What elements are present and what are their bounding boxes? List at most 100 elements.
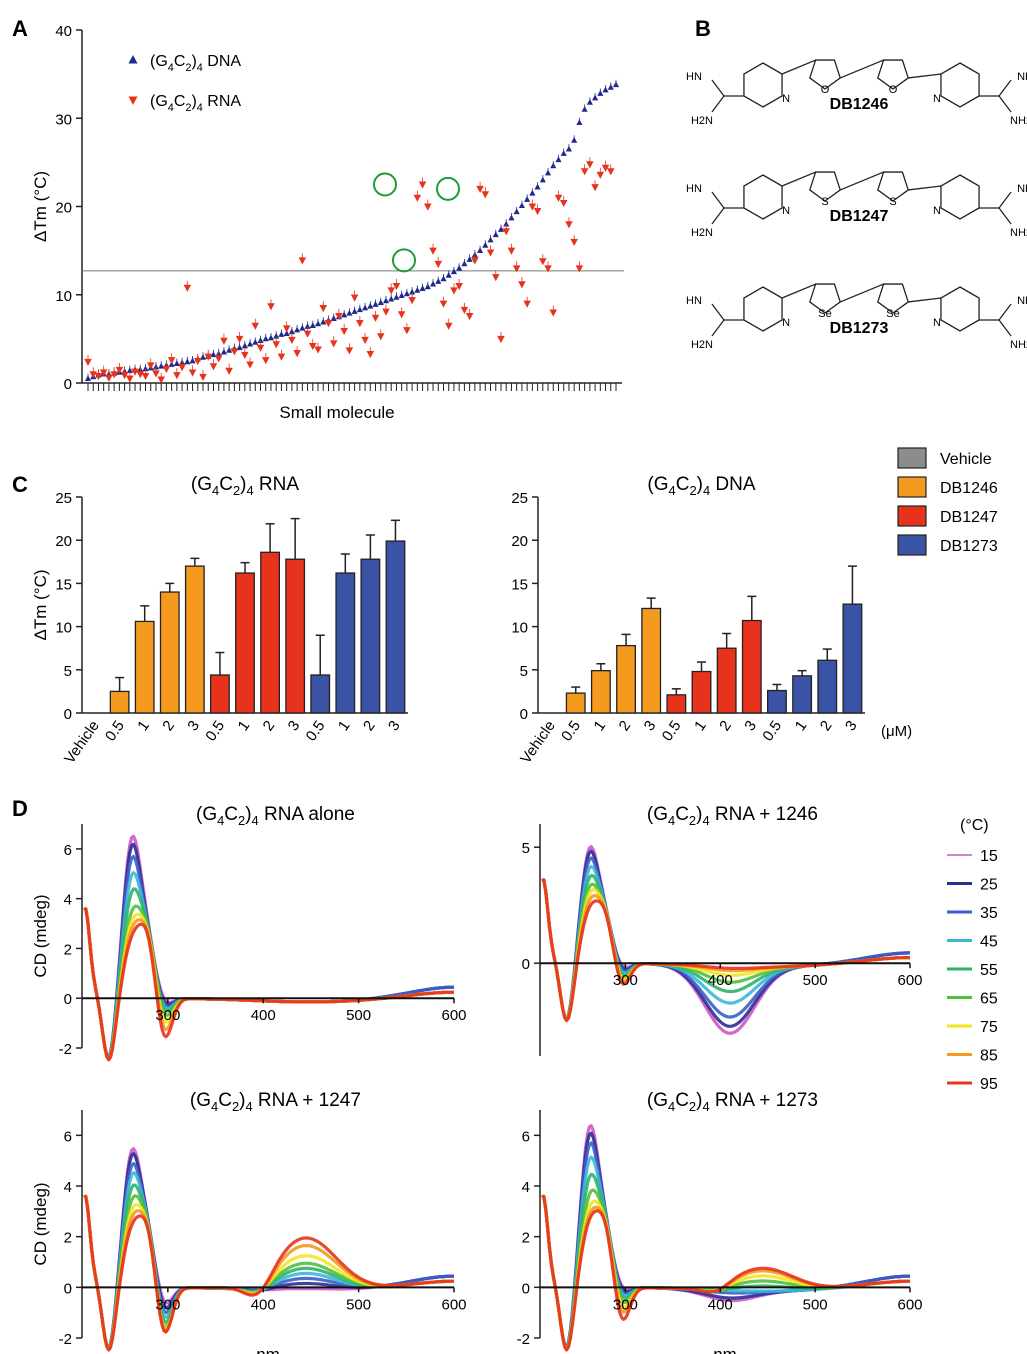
a-rna-point: [105, 374, 113, 382]
a-rna-point: [544, 265, 552, 273]
c-legend-swatch: [897, 505, 927, 527]
d-spectrum-85C: [541, 1194, 910, 1352]
a-rna-point: [84, 358, 92, 367]
c-ytick-label: 0: [64, 706, 72, 723]
a-dna-point: [267, 334, 275, 341]
c-bar: [741, 619, 762, 714]
d-legend-label: 65: [980, 991, 998, 1008]
c-xtick-label: 3: [285, 718, 304, 735]
d-legend-label: 15: [980, 848, 998, 865]
d-ytick-label: 2: [64, 1230, 72, 1247]
a-rna-point: [376, 333, 385, 341]
d-xtick-label: 500: [803, 972, 828, 989]
d-xtick-label: 500: [346, 1007, 371, 1024]
a-rna-point: [335, 312, 343, 321]
a-rna-point: [173, 372, 181, 380]
a-rna-point: [361, 336, 369, 344]
a-dna-point: [403, 290, 410, 297]
a-rna-point: [392, 282, 401, 291]
atom-label: N: [782, 317, 790, 329]
a-rna-point: [99, 369, 108, 377]
d-ytick-label: 2: [64, 941, 72, 958]
d-legend-label: 75: [980, 1019, 998, 1036]
a-rna-point: [183, 284, 192, 292]
a-rna-point: [220, 337, 228, 345]
a-rna-point: [554, 194, 563, 202]
a-rna-point: [272, 341, 280, 349]
a-dna-point: [518, 202, 525, 208]
a-dna-point: [84, 375, 92, 381]
a-dna-point: [299, 324, 306, 331]
a-dna-point: [257, 337, 264, 344]
d-ytick-label: 0: [522, 1280, 530, 1297]
a-legend-dna-marker: [128, 55, 138, 64]
atom-label: N: [933, 205, 941, 217]
a-rna-point: [371, 314, 380, 322]
d-x-label: nm: [256, 1345, 280, 1354]
a-dna-point: [524, 196, 531, 202]
a-dna-point: [199, 354, 207, 360]
a-rna-point: [324, 320, 333, 328]
d-ytick-label: 6: [522, 1128, 530, 1145]
a-rna-point: [533, 207, 542, 216]
a-rna-point: [329, 340, 338, 348]
d-spectrum-85C: [83, 1194, 454, 1352]
a-rna-point: [350, 294, 359, 302]
c-xtick-label: 2: [616, 718, 635, 735]
a-dna-point: [382, 297, 390, 304]
d-xtick-label: 300: [155, 1296, 180, 1313]
a-dna-point: [414, 286, 421, 293]
c-legend-swatch: [897, 476, 927, 498]
a-dna-point: [294, 326, 301, 333]
a-dna-point: [241, 342, 248, 349]
panel-d-legend: (°C) 15 25 35 45 55 65 75 85 95: [947, 817, 998, 1093]
pyridine-ring: [940, 286, 980, 332]
a-dna-point: [555, 156, 562, 163]
a-dna-point: [419, 285, 426, 291]
a-rna-point: [502, 228, 510, 236]
a-rna-point: [507, 247, 516, 255]
panel-label-c: C: [12, 472, 28, 497]
a-highlight-circle: [436, 176, 460, 201]
d-ytick-label: 4: [64, 1179, 72, 1196]
c-bar: [285, 558, 306, 714]
a-ytick-label: 20: [55, 200, 72, 217]
d-spectrum-75C: [541, 1194, 910, 1352]
a-dna-point: [320, 318, 327, 325]
amidine-bond: [711, 207, 725, 225]
d-xtick-label: 600: [441, 1296, 466, 1313]
c-xtick-label: 2: [716, 718, 735, 735]
a-rna-point: [444, 322, 453, 330]
c-ytick-label: 20: [55, 533, 72, 550]
a-dna-point: [142, 365, 149, 372]
a-rna-point: [178, 364, 186, 372]
a-dna-point: [226, 346, 233, 353]
a-ytick-label: 40: [55, 23, 72, 40]
c-xtick-label: 3: [184, 718, 203, 735]
a-rna-point: [162, 365, 171, 374]
pyridine-ring: [743, 174, 783, 220]
a-rna-point: [397, 311, 406, 319]
atom-label: NH: [1017, 183, 1027, 195]
c-ytick-label: 0: [520, 706, 528, 723]
a-rna-point: [471, 257, 479, 265]
c-legend-swatch: [897, 534, 927, 556]
a-rna-point: [403, 327, 411, 335]
amidine-bond: [711, 319, 725, 337]
a-dna-point: [236, 344, 243, 351]
a-rna-point: [204, 353, 213, 361]
a-rna-point: [387, 287, 395, 295]
a-dna-point: [477, 247, 484, 254]
a-dna-point: [581, 106, 588, 112]
d-xtick-label: 500: [803, 1296, 828, 1313]
d-ytick-label: 6: [64, 842, 72, 859]
c-xtick-label: 1: [691, 718, 710, 735]
d-xtick-label: 400: [251, 1296, 276, 1313]
c-legend-label: DB1246: [940, 480, 998, 497]
amidine-bond: [711, 95, 725, 113]
pyridine-ring: [940, 62, 980, 108]
c-legend-label: DB1247: [940, 509, 998, 526]
d-xtick-label: 600: [897, 972, 922, 989]
